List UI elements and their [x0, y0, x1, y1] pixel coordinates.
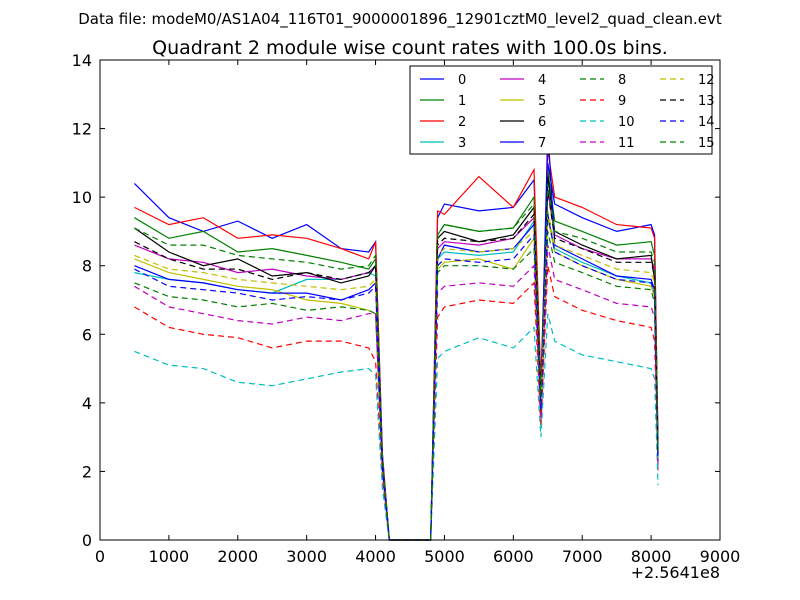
legend-label-12: 12 [698, 73, 715, 88]
y-tick-label: 6 [82, 325, 92, 344]
legend-label-11: 11 [618, 136, 635, 151]
x-tick-label: 1000 [149, 547, 190, 566]
x-tick-label: 0 [95, 547, 105, 566]
legend-label-13: 13 [698, 94, 715, 109]
legend-label-9: 9 [618, 94, 626, 109]
series-line-14 [134, 214, 659, 541]
x-tick-label: 7000 [562, 547, 603, 566]
y-tick-label: 8 [82, 257, 92, 276]
legend-box [409, 65, 713, 155]
legend-label-0: 0 [458, 73, 466, 88]
x-tick-label: 9000 [700, 547, 741, 566]
series-line-10 [134, 313, 659, 541]
series-line-15 [134, 183, 659, 541]
legend-label-1: 1 [458, 94, 466, 109]
legend-label-10: 10 [618, 115, 635, 130]
y-tick-label: 12 [72, 120, 92, 139]
x-tick-label: 5000 [424, 547, 465, 566]
legend-label-2: 2 [458, 115, 466, 130]
legend-label-7: 7 [538, 136, 546, 151]
legend-label-4: 4 [538, 73, 546, 88]
legend-label-8: 8 [618, 73, 626, 88]
legend-label-3: 3 [458, 136, 466, 151]
y-tick-label: 14 [72, 51, 92, 70]
x-tick-label: 2000 [217, 547, 258, 566]
legend-label-6: 6 [538, 115, 546, 130]
x-tick-label: 3000 [286, 547, 327, 566]
y-tick-label: 2 [82, 462, 92, 481]
y-tick-label: 0 [82, 531, 92, 550]
figure-suptitle: Data file: modeM0/AS1A04_116T01_90000018… [78, 10, 722, 29]
x-tick-label: 4000 [355, 547, 396, 566]
x-axis: 0 1000 2000 3000 4000 5000 6000 7000 8000 9000 [95, 60, 740, 566]
series-line-2 [134, 149, 659, 541]
chart-title: Quadrant 2 module wise count rates with … [152, 37, 668, 59]
y-tick-label: 10 [72, 188, 92, 207]
x-offset-label: +2.5641e8 [631, 563, 720, 582]
legend-label-15: 15 [698, 136, 715, 151]
y-tick-label: 4 [82, 394, 92, 413]
legend-label-14: 14 [698, 115, 715, 130]
series-layer [133, 128, 659, 541]
plot-frame [99, 59, 721, 541]
x-tick-label: 6000 [493, 547, 534, 566]
legend-label-5: 5 [538, 94, 546, 109]
series-line-9 [134, 265, 659, 541]
x-tick-label: 8000 [631, 547, 672, 566]
series-line-11 [134, 244, 659, 541]
